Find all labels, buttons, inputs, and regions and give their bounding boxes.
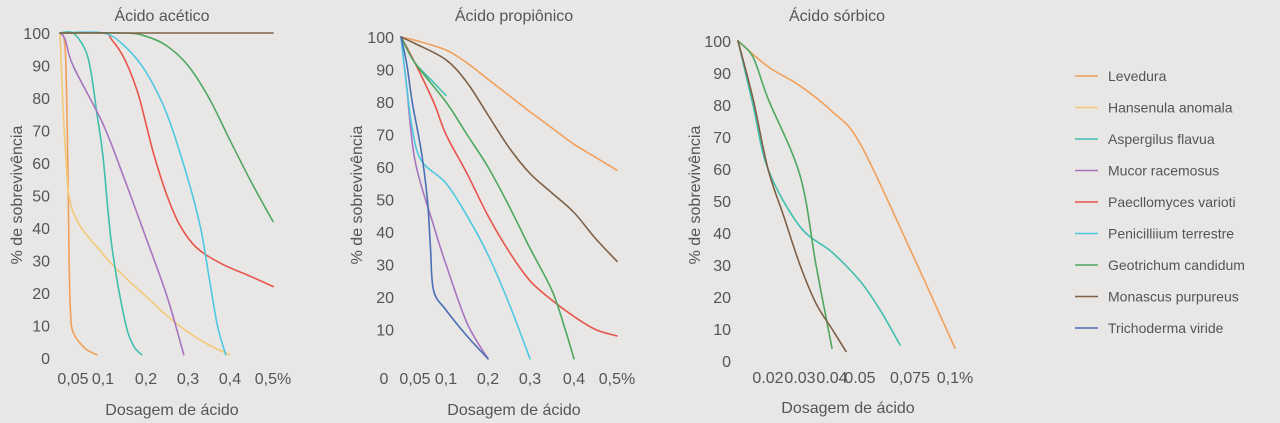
y-tick-label: 10 bbox=[376, 323, 394, 340]
y-tick-label: 70 bbox=[32, 124, 50, 141]
x-tick-label: 0,05 bbox=[57, 371, 88, 388]
legend-label: Levedura bbox=[1108, 68, 1167, 84]
legend-label: Monascus purpureus bbox=[1108, 289, 1239, 305]
series-line-mucor-racemosus bbox=[59, 32, 185, 356]
y-tick-label: 10 bbox=[32, 319, 50, 336]
series-line-geotrichum-candidum bbox=[737, 40, 833, 349]
y-tick-label: 20 bbox=[32, 286, 50, 303]
x-tick-label: 0,1% bbox=[937, 370, 973, 387]
x-tick-label: 0 bbox=[380, 371, 389, 388]
y-tick-label: 90 bbox=[376, 63, 394, 80]
series-line-hansenula-anomala bbox=[59, 32, 231, 356]
y-tick-label: 100 bbox=[367, 30, 394, 47]
y-tick-label: 40 bbox=[376, 225, 394, 242]
series-line-mucor-racemosus bbox=[400, 36, 489, 360]
y-tick-label: 0 bbox=[41, 351, 50, 368]
y-tick-label: 90 bbox=[32, 59, 50, 76]
series-line-monascus-purpureus bbox=[737, 40, 847, 353]
series-line-geotrichum-candidum bbox=[400, 36, 575, 360]
x-tick-label: 0,075 bbox=[890, 370, 930, 387]
series-line-penicilliium-terrestre bbox=[59, 31, 227, 356]
chart-title: Ácido propiônico bbox=[455, 6, 573, 25]
y-axis-label: % de sobrevivência bbox=[687, 126, 704, 265]
x-tick-label: 0,05 bbox=[399, 371, 430, 388]
y-tick-label: 60 bbox=[32, 156, 50, 173]
y-tick-label: 10 bbox=[713, 322, 731, 339]
x-tick-label: 0,3 bbox=[519, 371, 541, 388]
y-tick-label: 80 bbox=[32, 91, 50, 108]
x-tick-label: 0,4 bbox=[219, 371, 241, 388]
series-line-levedura bbox=[737, 40, 956, 349]
y-tick-label: 30 bbox=[376, 258, 394, 275]
chart-title: Ácido acético bbox=[114, 6, 209, 25]
series-line-penicilliium-terrestre bbox=[400, 36, 531, 360]
x-tick-label: 0,2 bbox=[477, 371, 499, 388]
y-tick-label: 60 bbox=[713, 162, 731, 179]
series-line-paecllomyces-varioti bbox=[59, 31, 274, 288]
series-line-monascus-purpureus bbox=[400, 36, 618, 263]
x-tick-label: 0,1 bbox=[92, 371, 114, 388]
y-tick-label: 100 bbox=[23, 26, 50, 43]
x-tick-label: 0,5% bbox=[599, 371, 635, 388]
y-tick-label: 20 bbox=[713, 290, 731, 307]
legend: Levedura Hansenula anomala Aspergilus flav… bbox=[1075, 68, 1245, 336]
y-tick-label: 70 bbox=[713, 130, 731, 147]
x-axis-label: Dosagem de ácido bbox=[447, 402, 581, 419]
y-tick-label: 40 bbox=[32, 221, 50, 238]
x-tick-label: 0.05 bbox=[844, 370, 875, 387]
x-tick-label: 0.03 bbox=[784, 370, 815, 387]
y-tick-label: 0 bbox=[722, 354, 731, 371]
legend-label: Paecllomyces varioti bbox=[1108, 194, 1236, 210]
legend-label: Mucor racemosus bbox=[1108, 163, 1219, 179]
y-tick-label: 50 bbox=[376, 193, 394, 210]
y-tick-label: 80 bbox=[713, 98, 731, 115]
x-tick-label: 0,1 bbox=[435, 371, 457, 388]
legend-label: Aspergilus flavua bbox=[1108, 131, 1215, 147]
chart-title: Ácido sórbico bbox=[789, 6, 885, 25]
series-line-trichoderma-viride bbox=[400, 36, 489, 360]
y-tick-label: 30 bbox=[713, 258, 731, 275]
y-axis-label: % de sobrevivência bbox=[349, 126, 366, 265]
legend-label: Geotrichum candidum bbox=[1108, 257, 1245, 273]
chart-3: Ácido sórbico % de sobrevivência Dosagem d… bbox=[687, 6, 973, 417]
series-line-paecllomyces-varioti bbox=[400, 36, 618, 337]
y-tick-label: 40 bbox=[713, 226, 731, 243]
series-line-levedura bbox=[59, 32, 98, 356]
x-tick-label: 0.04 bbox=[816, 370, 847, 387]
y-tick-label: 30 bbox=[32, 254, 50, 271]
x-axis-label: Dosagem de ácido bbox=[781, 400, 915, 417]
chart-2: Ácido propiônico % de sobrevivência Dosage… bbox=[349, 6, 635, 419]
y-tick-label: 80 bbox=[376, 95, 394, 112]
chart-1: Ácido acético % de sobrevivência Dosagem d… bbox=[9, 6, 291, 419]
legend-label: Trichoderma viride bbox=[1108, 320, 1224, 336]
y-tick-label: 50 bbox=[32, 189, 50, 206]
y-tick-label: 100 bbox=[704, 34, 731, 51]
legend-label: Penicilliium terrestre bbox=[1108, 226, 1234, 242]
series-line-aspergilus-flavua bbox=[737, 40, 901, 346]
x-tick-label: 0,3 bbox=[177, 371, 199, 388]
y-tick-label: 90 bbox=[713, 66, 731, 83]
y-tick-label: 70 bbox=[376, 128, 394, 145]
y-axis-label: % de sobrevivência bbox=[9, 126, 26, 265]
x-tick-label: 0,2 bbox=[135, 371, 157, 388]
x-tick-label: 0.02 bbox=[752, 370, 783, 387]
x-tick-label: 0,5% bbox=[255, 371, 291, 388]
y-tick-label: 20 bbox=[376, 290, 394, 307]
series-line-levedura bbox=[400, 36, 618, 172]
y-tick-label: 50 bbox=[713, 194, 731, 211]
legend-label: Hansenula anomala bbox=[1108, 100, 1233, 116]
x-axis-label: Dosagem de ácido bbox=[105, 402, 239, 419]
y-tick-label: 60 bbox=[376, 160, 394, 177]
series-line-aspergilus-flavua bbox=[59, 31, 143, 356]
x-tick-label: 0,4 bbox=[563, 371, 585, 388]
